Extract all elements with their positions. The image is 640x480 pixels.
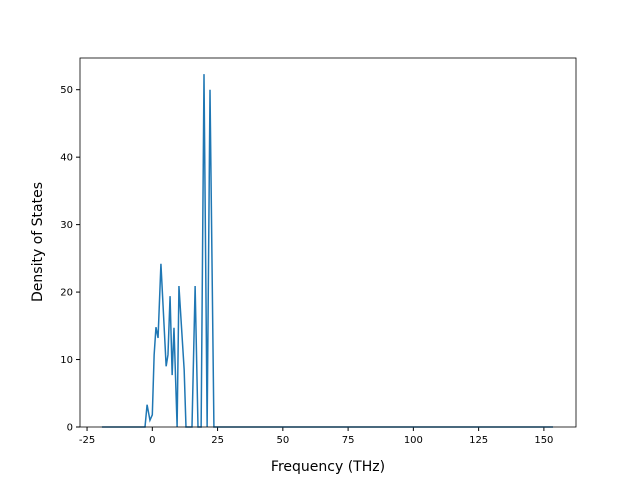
x-tick-label: 125 — [469, 435, 488, 446]
y-tick-label: 20 — [60, 288, 73, 299]
y-tick-label: 50 — [60, 85, 73, 96]
y-tick-label: 10 — [60, 355, 73, 366]
y-axis-label: Density of States — [30, 182, 46, 302]
x-tick-label: 150 — [534, 435, 553, 446]
x-tick-label: 0 — [149, 435, 155, 446]
plot-frame — [79, 57, 577, 428]
x-axis-label: Frequency (THz) — [271, 459, 385, 475]
x-tick-label: 25 — [211, 435, 224, 446]
y-tick-label: 30 — [60, 220, 73, 231]
x-tick-label: 50 — [276, 435, 289, 446]
x-tick-label: -25 — [79, 435, 95, 446]
line-series — [101, 74, 554, 428]
x-tick-label: 75 — [342, 435, 355, 446]
y-tick-label: 40 — [60, 153, 73, 164]
y-tick-label: 0 — [67, 423, 73, 434]
x-tick-label: 100 — [404, 435, 423, 446]
